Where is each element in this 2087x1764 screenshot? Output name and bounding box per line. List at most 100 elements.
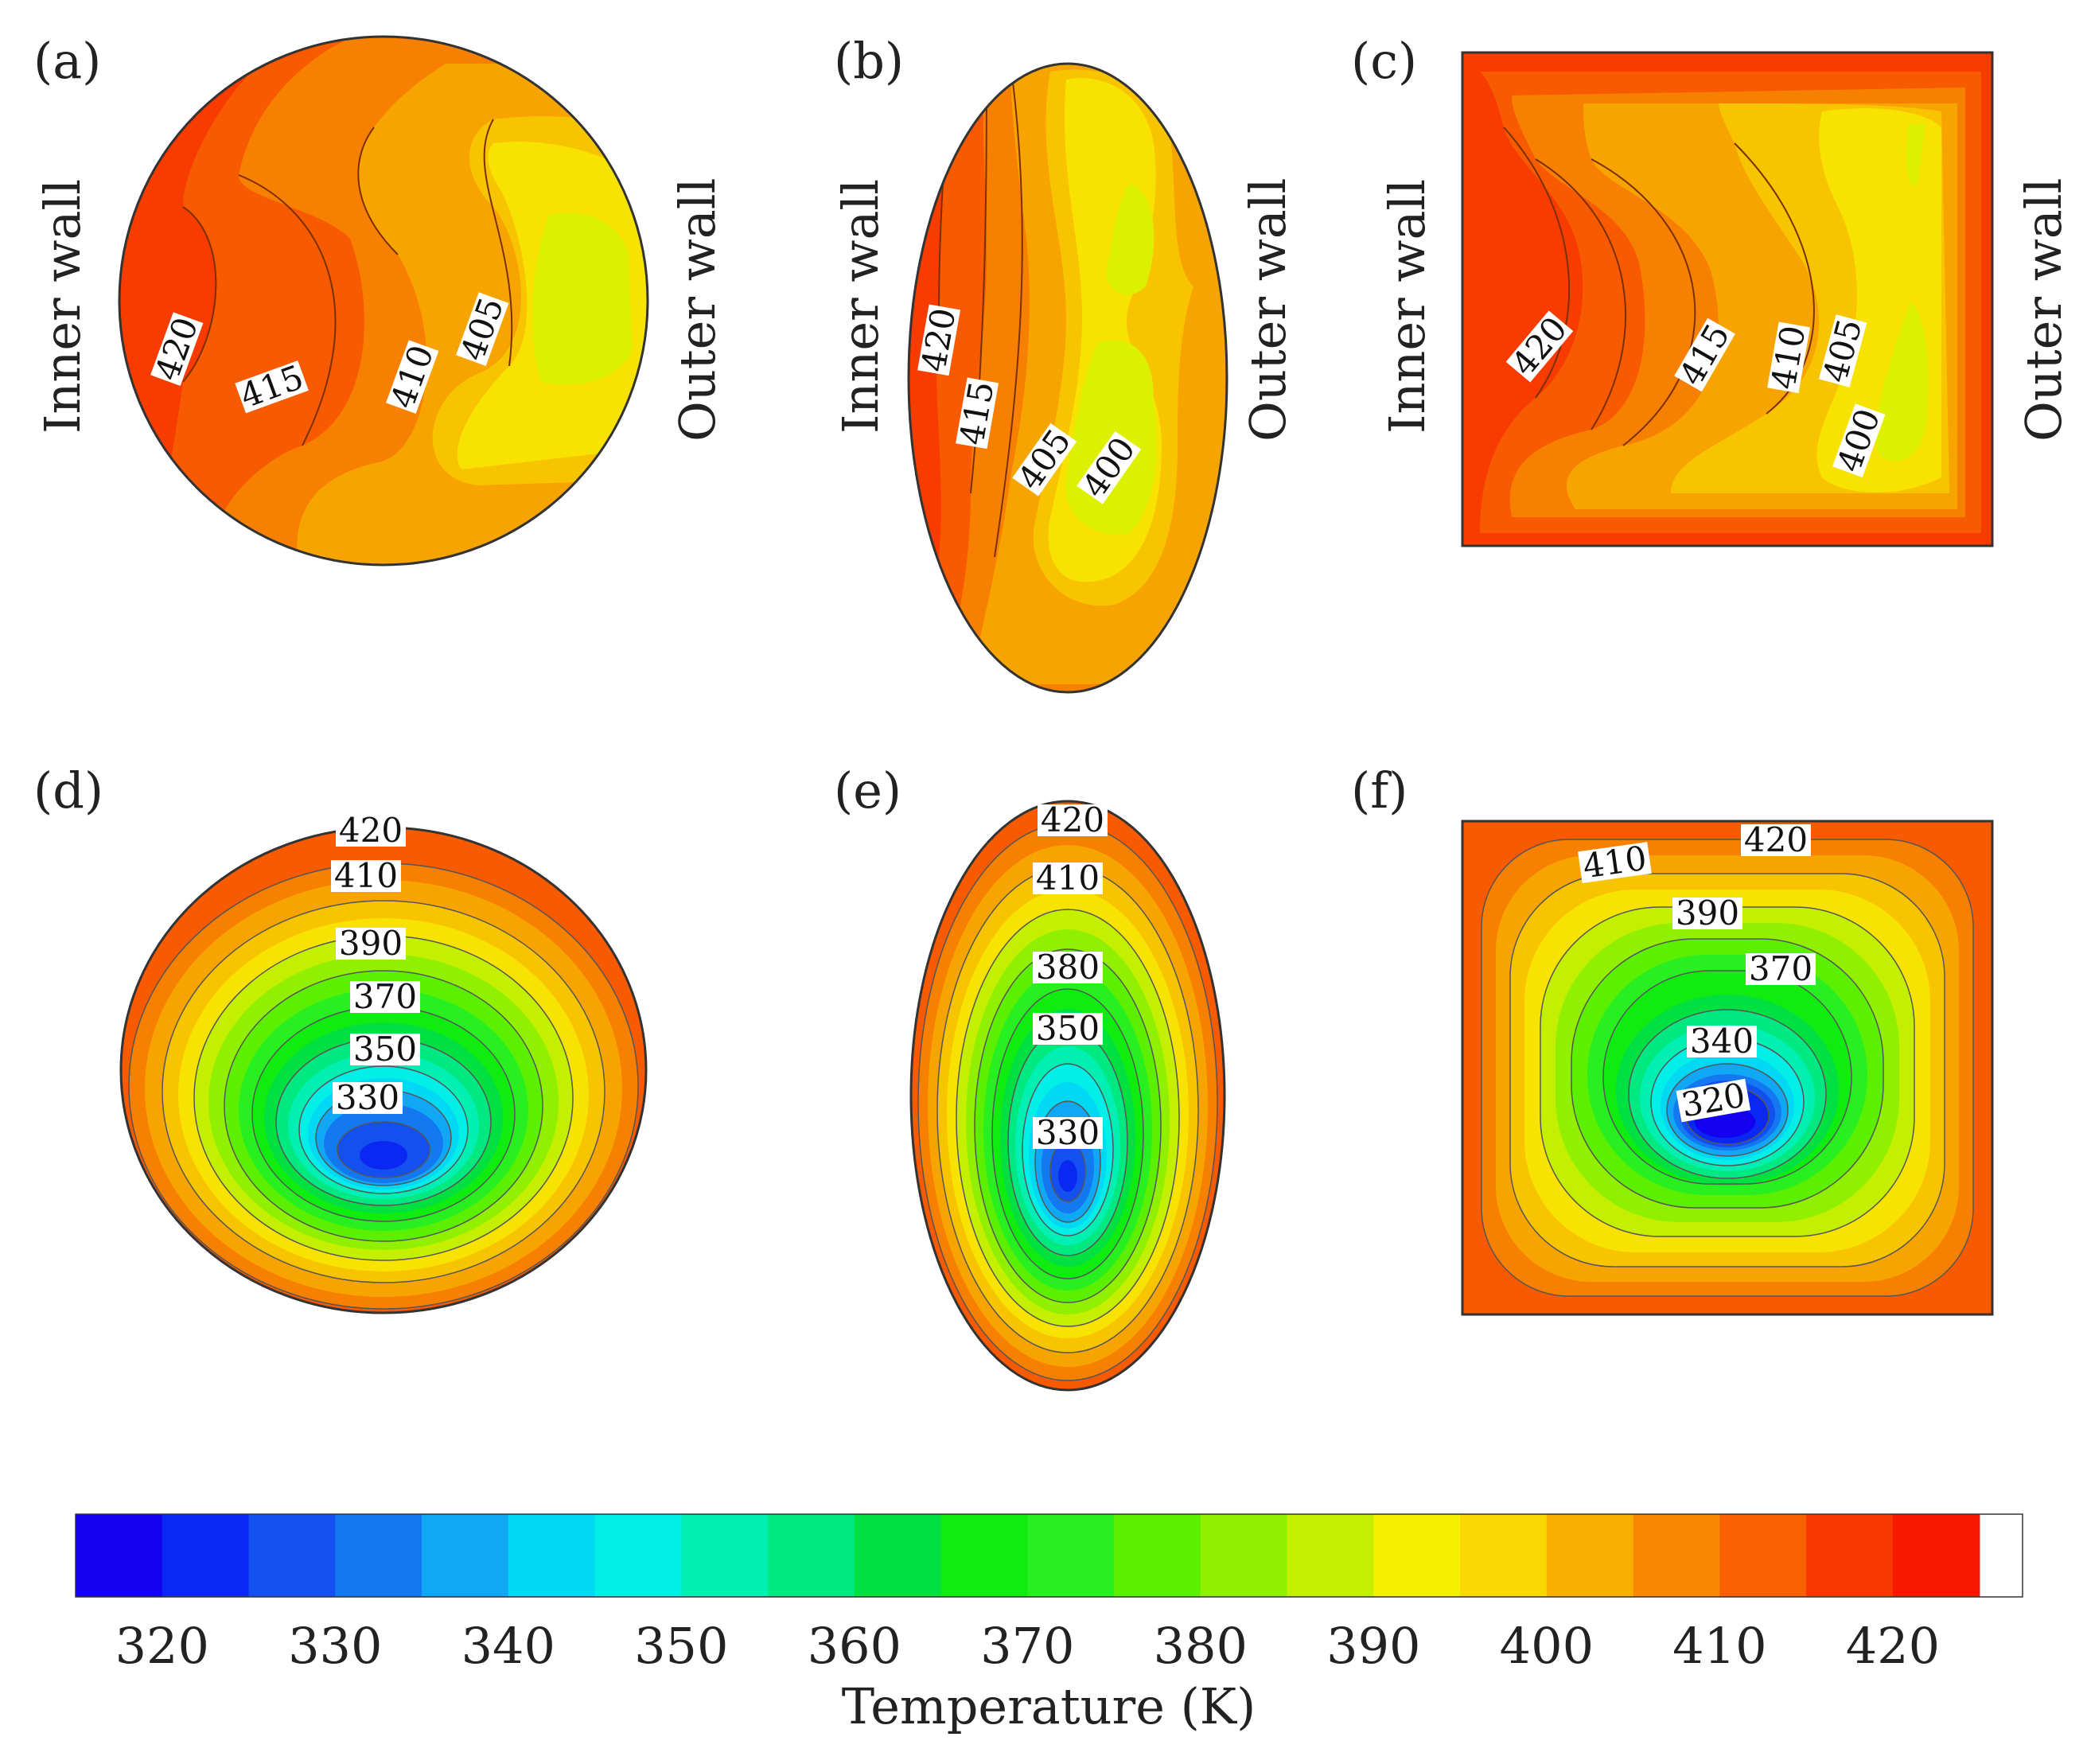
panel-e: (e) [834,761,1226,1392]
contour-label-f-370: 370 [1746,949,1816,988]
colorbar-segment [1114,1514,1201,1597]
svg-text:380: 380 [1036,948,1100,987]
contour-label-e-350: 350 [1033,1009,1103,1048]
contour-label-f-390: 390 [1672,894,1742,933]
svg-text:420: 420 [1744,820,1808,859]
panel-c: (c) Inner wall Outer wall 420 415 410 [1351,32,2073,547]
colorbar-segment [940,1514,1029,1597]
colorbar-segment [681,1514,769,1597]
band-c-395-top [1906,124,1925,186]
colorbar-segment [768,1514,855,1597]
colorbar: 320 330 340 350 360 370 380 390 400 410 420 Temper… [75,1513,2023,1735]
panel-b: (b) Inner wall Outer wall 420 415 405 [831,32,1297,694]
svg-text:350: 350 [353,1030,417,1069]
colorbar-tick-label: 390 [1326,1617,1420,1675]
contour-label-f-410: 410 [1578,839,1652,886]
colorbar-segment [1027,1514,1115,1597]
colorbar-tick-label: 340 [461,1617,555,1675]
contour-label-f-320: 320 [1676,1075,1751,1125]
panel-b-label: (b) [834,32,904,90]
colorbar-segment [1200,1514,1288,1597]
boundary-c [1461,51,1994,547]
contour-label-e-410: 410 [1033,859,1103,898]
colorbar-tick-label: 320 [115,1617,209,1675]
panel-c-label: (c) [1351,32,1417,90]
contour-label-d-420: 420 [336,811,406,850]
band-a-395 [532,212,633,385]
boundary-a [118,35,649,567]
colorbar-segment [248,1514,337,1597]
contour-a [182,119,513,446]
colorbar-segment [1460,1514,1548,1597]
inner-wall-label-b: Inner wall [831,179,890,434]
svg-text:370: 370 [353,977,417,1016]
boundary-b [907,62,1228,694]
contour-lines-f [1481,839,1974,1297]
panel-a: (a) Inner wall Outer wall 420 415 410 [33,32,726,567]
colorbar-tick-label: 380 [1154,1617,1248,1675]
outer-wall-label-b: Outer wall [1239,178,1297,442]
colorbar-segment [1892,1514,1980,1597]
colorbar-segment [1287,1514,1375,1597]
outer-wall-label-c: Outer wall [2015,178,2073,442]
svg-text:350: 350 [1036,1009,1100,1048]
contour-label-f-340: 340 [1687,1022,1757,1061]
colorbar-tick-label: 410 [1672,1617,1766,1675]
colorbar-ticks: 320 330 340 350 360 370 380 390 400 410 420 [115,1617,1940,1675]
contour-label-d-410: 410 [331,856,401,895]
svg-text:390: 390 [339,924,403,963]
panel-f: (f) [1351,761,1994,1316]
band-b-395-top [1106,183,1154,295]
svg-text:390: 390 [1676,894,1739,933]
colorbar-segment [508,1514,596,1597]
contour-label-d-350: 350 [350,1030,420,1069]
colorbar-title: Temperature (K) [842,1677,1256,1735]
colorbar-segment [1633,1514,1721,1597]
colorbar-tick-label: 420 [1846,1617,1940,1675]
inner-wall-label-c: Inner wall [1378,179,1436,434]
boundary-f [1461,820,1994,1316]
colorbar-tick-label: 360 [808,1617,901,1675]
colorbar-segment [422,1514,509,1597]
svg-text:340: 340 [1690,1022,1754,1061]
svg-text:410: 410 [1580,839,1649,886]
contour-c [1503,127,1815,446]
colorbar-segment [1373,1514,1461,1597]
panel-d-contours [121,827,646,1313]
inner-wall-label-a: Inner wall [33,179,92,434]
contour-label-b-415: 415 [952,377,1002,450]
svg-text:370: 370 [1749,949,1812,988]
contour-label-e-330: 330 [1033,1113,1103,1152]
panel-d: (d) [33,761,648,1314]
colorbar-segment [76,1514,163,1597]
colorbar-tick-label: 370 [980,1617,1074,1675]
band-d-330 [360,1141,407,1170]
boundary-e [909,800,1226,1392]
colorbar-segments [76,1514,1980,1597]
colorbar-tick-label: 330 [288,1617,382,1675]
svg-text:420: 420 [339,811,403,850]
contour-label-c-410: 410 [1763,321,1813,394]
colorbar-tick-label: 350 [634,1617,728,1675]
colorbar-segment [1546,1514,1634,1597]
colorbar-segment [854,1514,942,1597]
panel-a-label: (a) [33,32,101,90]
svg-text:410: 410 [1036,859,1100,898]
colorbar-segment [162,1514,250,1597]
contour-label-d-330: 330 [333,1078,403,1117]
outer-wall-label-a: Outer wall [668,178,726,442]
band-e-330 [1058,1160,1077,1192]
band-c-395-bottom [1876,302,1929,461]
contour-label-b-420: 420 [913,304,964,376]
panel-d-label: (d) [33,761,103,820]
contour-label-e-420: 420 [1038,800,1108,839]
panel-c-contours [1462,53,1992,546]
colorbar-segment [1719,1514,1807,1597]
colorbar-segment [335,1514,422,1597]
contour-label-d-390: 390 [336,924,406,963]
panel-a-contours [119,37,648,565]
svg-text:330: 330 [336,1078,399,1117]
contour-label-d-370: 370 [350,977,420,1016]
panel-b-contours [909,64,1227,692]
